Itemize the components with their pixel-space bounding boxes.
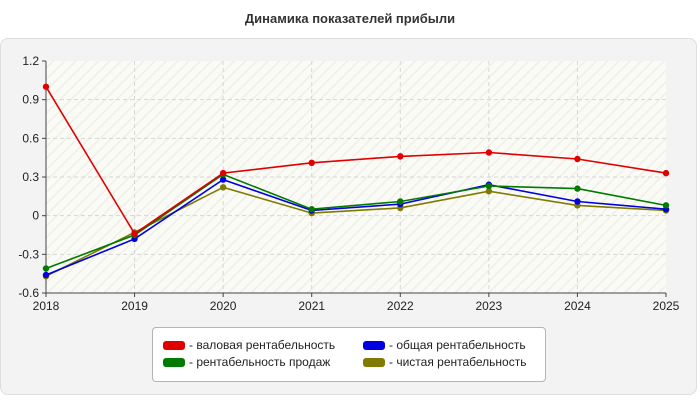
legend-swatch-red	[163, 340, 185, 350]
data-point	[574, 198, 581, 205]
data-point	[219, 184, 227, 191]
data-point	[574, 185, 581, 192]
legend-label: - валовая рентабельность	[189, 338, 336, 352]
x-tick-label: 2019	[121, 299, 148, 313]
x-tick-label: 2025	[653, 299, 680, 313]
y-tick-label: 1.2	[22, 54, 39, 68]
legend-label: - чистая рентабельность	[389, 355, 527, 369]
y-tick-label: 0.9	[22, 93, 39, 107]
x-tick-label: 2020	[210, 299, 237, 313]
y-tick-label: 0.3	[22, 170, 39, 184]
data-point	[397, 198, 404, 205]
legend-swatch-blue	[363, 340, 385, 350]
legend-item-gross-margin: - валовая рентабельность	[163, 338, 335, 352]
legend-item-sales-margin: - рентабельность продаж	[163, 355, 330, 369]
data-point	[574, 155, 581, 163]
data-point	[219, 176, 227, 183]
chart-title: Динамика показателей прибыли	[244, 11, 456, 26]
x-tick-label: 2023	[476, 299, 503, 313]
data-point	[42, 83, 50, 90]
data-point	[662, 169, 670, 177]
legend-label: - рентабельность продаж	[189, 355, 331, 369]
data-point	[662, 202, 670, 209]
legend-item-overall-margin: - общая рентабельность	[363, 338, 526, 352]
legend: - валовая рентабельность - общая рентабе…	[152, 327, 546, 382]
y-tick-label: 0	[32, 209, 39, 223]
legend-label: - общая рентабельность	[389, 338, 526, 352]
y-tick-label: 0.6	[22, 131, 39, 145]
x-tick-label: 2018	[33, 299, 60, 313]
data-point	[42, 271, 50, 279]
series-line	[45, 173, 667, 270]
data-point	[131, 230, 138, 237]
data-point	[485, 182, 493, 190]
data-point	[485, 187, 493, 195]
series-line	[45, 178, 667, 276]
data-point	[308, 159, 315, 167]
data-point	[219, 169, 227, 177]
y-tick-label: -0.3	[18, 247, 39, 261]
data-point	[308, 206, 315, 213]
x-tick-label: 2024	[564, 299, 591, 313]
legend-swatch-green	[163, 357, 185, 367]
legend-swatch-olive	[363, 357, 385, 367]
data-point	[42, 265, 50, 272]
legend-item-net-margin: - чистая рентабельность	[363, 355, 526, 369]
x-tick-label: 2022	[387, 299, 414, 313]
x-tick-label: 2021	[298, 299, 325, 313]
data-point	[485, 149, 493, 156]
y-tick-label: -0.6	[18, 286, 39, 300]
series-line	[45, 86, 667, 235]
series-0	[42, 83, 670, 237]
data-point	[397, 153, 404, 160]
